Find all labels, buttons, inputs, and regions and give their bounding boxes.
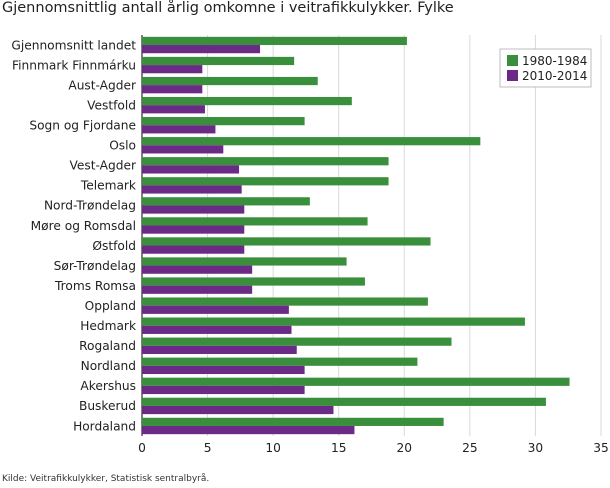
category-label: Oslo xyxy=(109,139,136,153)
x-tick-label: 10 xyxy=(265,441,281,455)
bar-2010-2014-Hedmark xyxy=(142,325,292,334)
category-label: Oppland xyxy=(85,299,136,313)
legend-swatch-2010-2014 xyxy=(507,70,518,81)
category-label: Hedmark xyxy=(80,319,137,333)
bar-1980-1984-Hedmark xyxy=(142,317,525,326)
x-tick-label: 35 xyxy=(593,441,609,455)
bar-1980-1984-Møre og Romsdal xyxy=(142,217,368,226)
category-label: Troms Romsa xyxy=(54,279,136,293)
bar-2010-2014-Nord-Trøndelag xyxy=(142,205,245,214)
category-labels: Gjennomsnitt landet Finnmark Finnmárku Aus… xyxy=(11,38,137,433)
bar-2010-2014-Oppland xyxy=(142,305,289,314)
bar-1980-1984-Hordaland xyxy=(142,417,444,426)
x-tick-label: 20 xyxy=(397,441,413,455)
bar-2010-2014-Gjennomsnitt landet xyxy=(142,45,261,54)
bar-2010-2014-Troms Romsa xyxy=(142,285,253,294)
category-label: Aust-Agder xyxy=(68,78,137,92)
bar-2010-2014-Østfold xyxy=(142,245,245,254)
bar-2010-2014-Oslo xyxy=(142,145,224,154)
bar-1980-1984-Nordland xyxy=(142,357,418,366)
bar-2010-2014-Nordland xyxy=(142,365,305,375)
bar-1980-1984-Oslo xyxy=(142,137,481,146)
bar-1980-1984-Telemark xyxy=(142,177,389,186)
bar-2010-2014-Akershus xyxy=(142,385,305,395)
bar-2010-2014-Rogaland xyxy=(142,345,297,354)
bar-1980-1984-Rogaland xyxy=(142,337,452,346)
bar-2010-2014-Vestfold xyxy=(142,105,205,114)
bar-2010-2014-Buskerud xyxy=(142,405,334,415)
category-label: Sogn og Fjordane xyxy=(29,119,136,133)
bars xyxy=(142,36,570,435)
category-label: Vest-Agder xyxy=(70,159,137,173)
bar-2010-2014-Sogn og Fjordane xyxy=(142,125,216,134)
bar-2010-2014-Finnmark Finnmárku xyxy=(142,65,203,74)
bar-1980-1984-Akershus xyxy=(142,377,570,386)
category-label: Buskerud xyxy=(79,399,136,413)
category-label: Gjennomsnitt landet xyxy=(11,38,136,52)
category-label: Akershus xyxy=(80,379,136,393)
x-tick-label: 25 xyxy=(462,441,478,455)
legend-label-2010-2014: 2010-2014 xyxy=(522,69,587,83)
bar-1980-1984-Sogn og Fjordane xyxy=(142,117,305,126)
bar-1980-1984-Østfold xyxy=(142,237,431,246)
bar-1980-1984-Nord-Trøndelag xyxy=(142,197,310,206)
x-axis-ticks: 0 5 10 15 20 25 30 35 xyxy=(138,441,609,455)
legend-swatch-1980-1984 xyxy=(507,55,518,66)
bar-1980-1984-Vest-Agder xyxy=(142,157,389,166)
source-note: Kilde: Veitrafikkulykker, Statistisk sen… xyxy=(2,474,210,484)
legend-label-1980-1984: 1980-1984 xyxy=(522,54,587,68)
bar-1980-1984-Oppland xyxy=(142,297,428,306)
x-tick-label: 0 xyxy=(138,441,146,455)
bar-1980-1984-Gjennomsnitt landet xyxy=(142,36,407,46)
category-label: Rogaland xyxy=(79,339,136,353)
x-tick-label: 5 xyxy=(204,441,212,455)
chart-title: Gjennomsnittlig antall årlig omkomne i v… xyxy=(2,0,454,16)
bar-2010-2014-Aust-Agder xyxy=(142,85,203,94)
bar-2010-2014-Møre og Romsdal xyxy=(142,225,245,234)
category-label: Nord-Trøndelag xyxy=(44,199,136,213)
category-label: Møre og Romsdal xyxy=(31,219,136,233)
category-label: Nordland xyxy=(81,359,136,373)
bar-1980-1984-Sør-Trøndelag xyxy=(142,257,347,266)
grid-lines xyxy=(141,35,602,436)
bar-2010-2014-Vest-Agder xyxy=(142,165,240,174)
category-label: Finnmark Finnmárku xyxy=(12,58,136,72)
bar-2010-2014-Telemark xyxy=(142,185,242,194)
bar-1980-1984-Finnmark Finnmárku xyxy=(142,56,295,66)
category-label: Telemark xyxy=(80,179,137,193)
bar-1980-1984-Vestfold xyxy=(142,96,352,106)
x-tick-label: 30 xyxy=(528,441,544,455)
category-label: Vestfold xyxy=(87,98,136,112)
x-tick-label: 15 xyxy=(331,441,347,455)
category-label: Østfold xyxy=(92,239,136,253)
bar-1980-1984-Troms Romsa xyxy=(142,277,365,286)
bar-2010-2014-Sør-Trøndelag xyxy=(142,265,253,274)
category-label: Sør-Trøndelag xyxy=(54,259,136,273)
bar-1980-1984-Aust-Agder xyxy=(142,76,318,86)
category-label: Hordaland xyxy=(73,419,136,433)
bar-1980-1984-Buskerud xyxy=(142,397,546,406)
bar-2010-2014-Hordaland xyxy=(142,425,355,435)
